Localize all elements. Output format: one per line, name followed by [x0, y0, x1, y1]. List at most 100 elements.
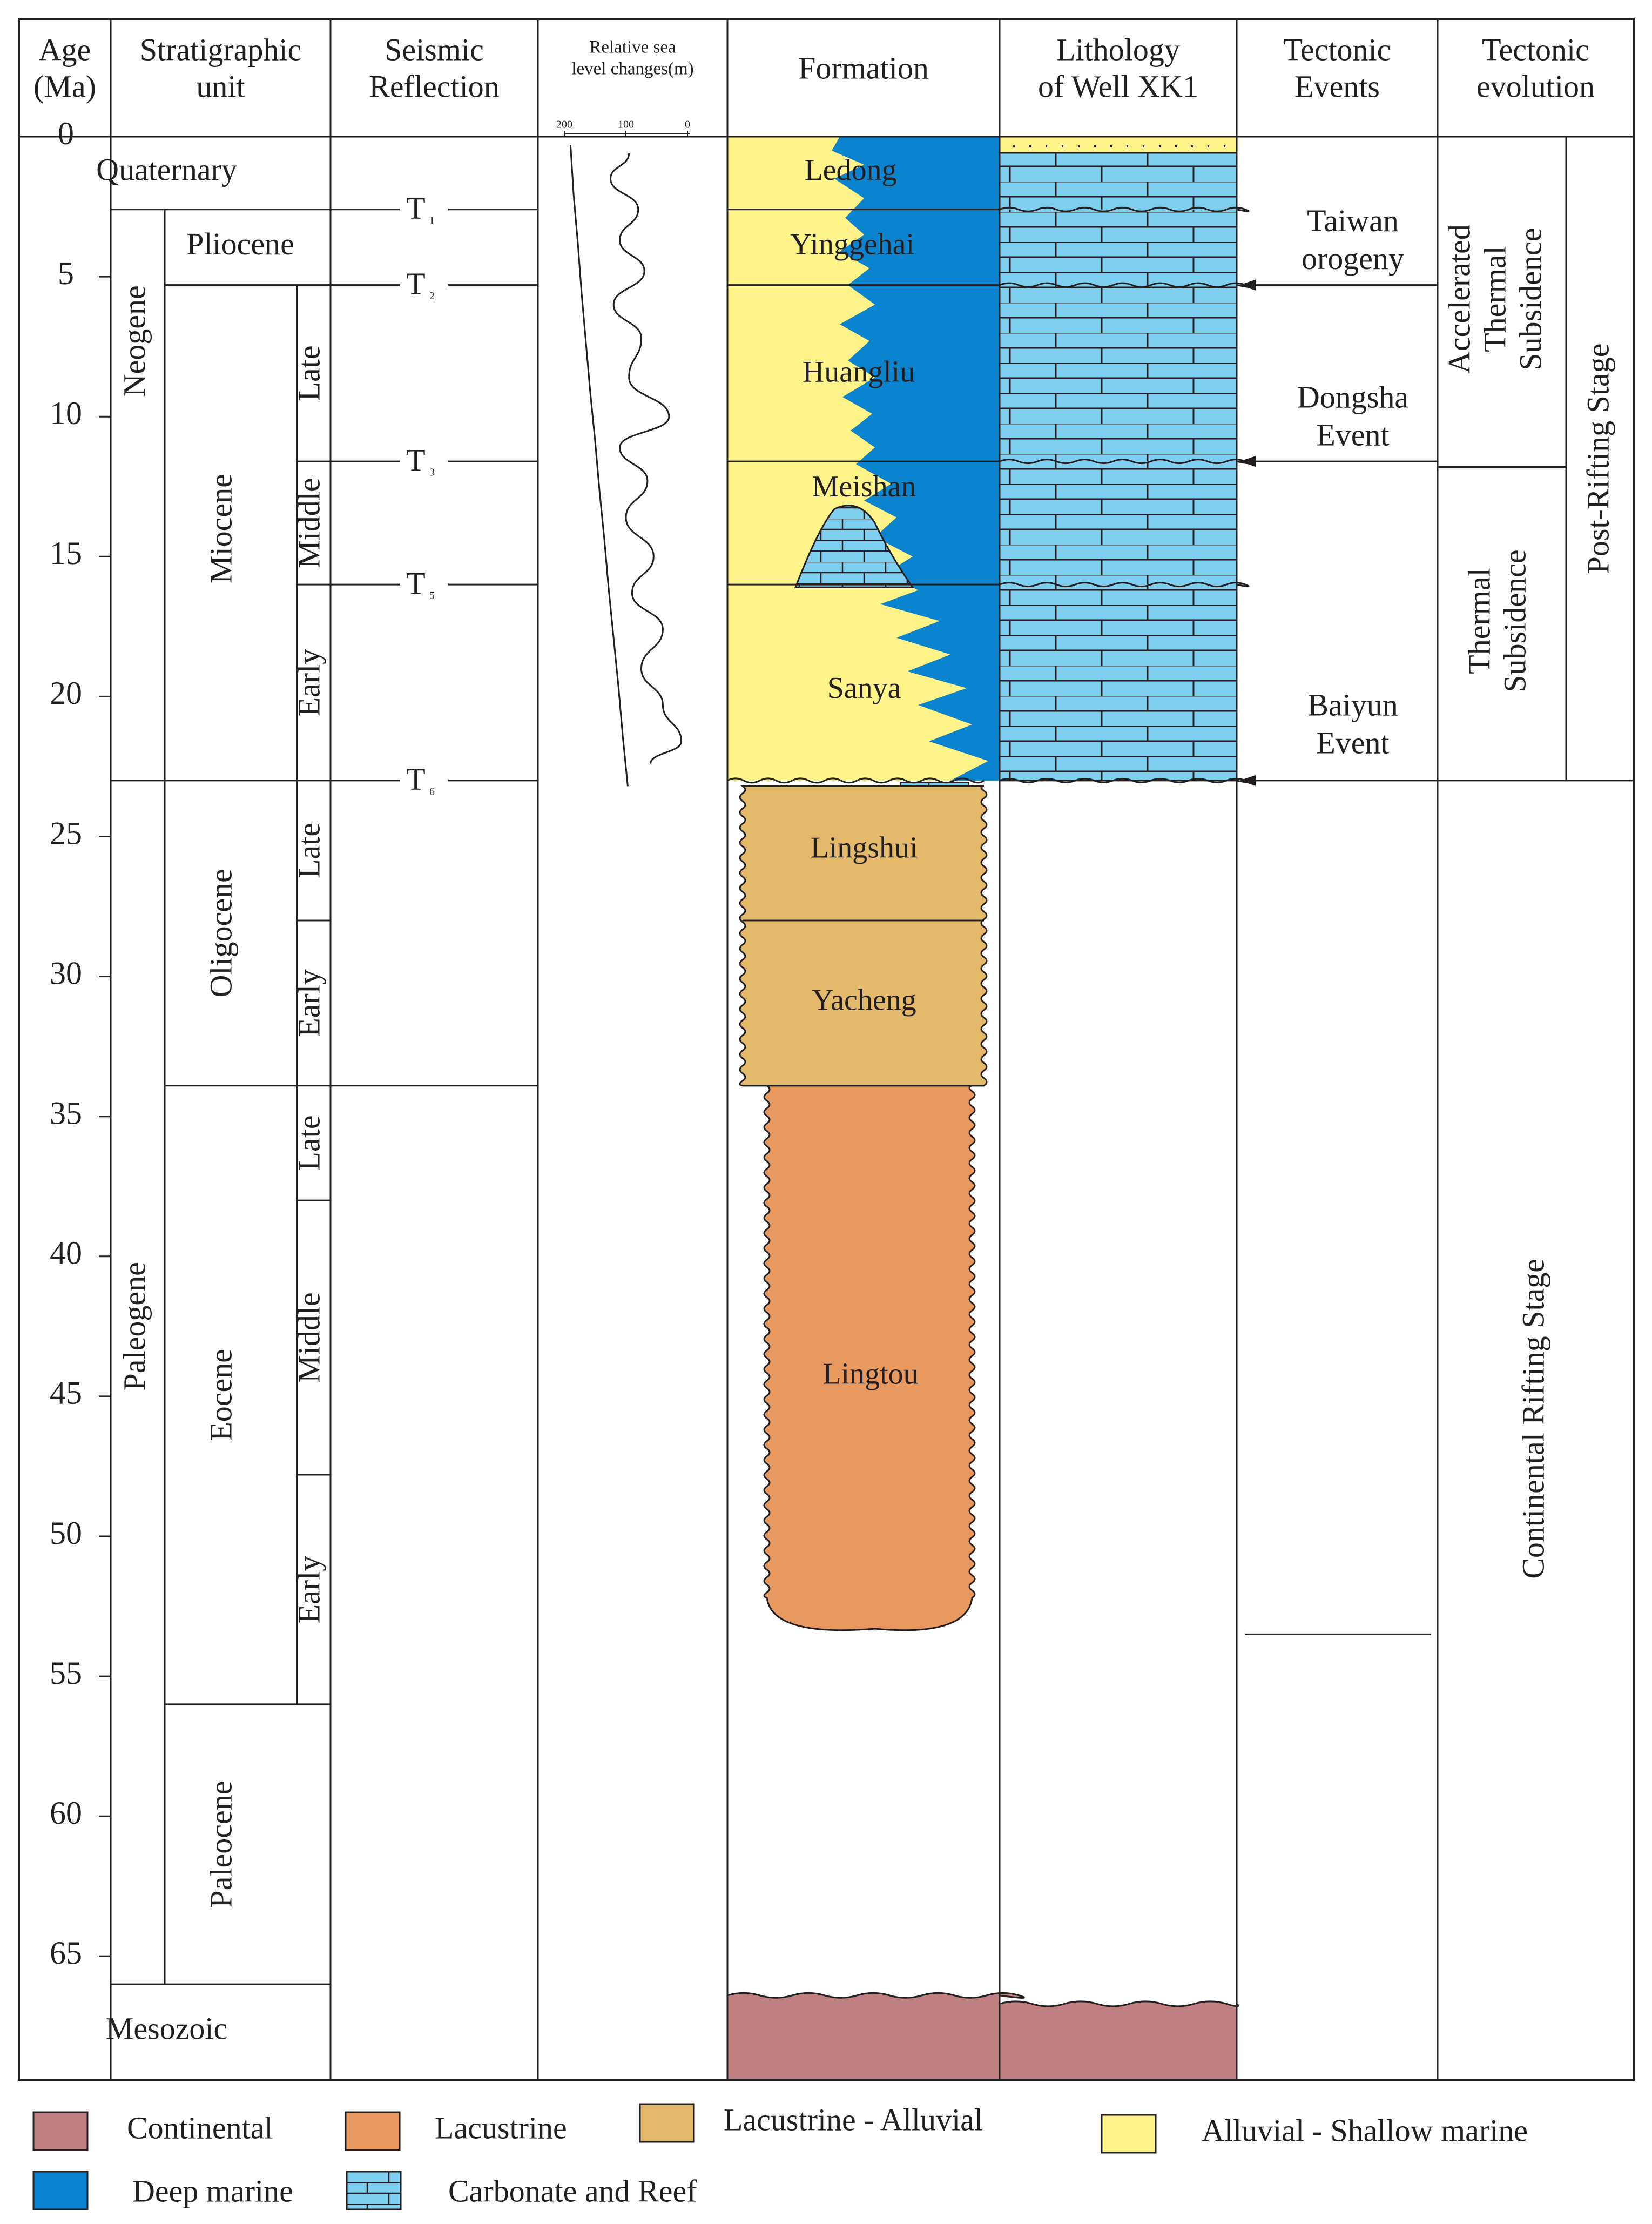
lithology-top-sand: [1000, 137, 1237, 153]
seismic-reflector-T5: T: [406, 566, 425, 601]
age-tick-label: 20: [50, 675, 82, 711]
seismic-reflector-T2: T: [406, 266, 425, 301]
subepoch-label: Early: [291, 969, 326, 1037]
age-tick-label: 40: [50, 1235, 82, 1271]
subepoch-label: Early: [291, 649, 326, 717]
lacustrine-fill: [763, 1085, 976, 1631]
header-sealevel: Relative sea: [589, 38, 676, 57]
tectonic-event-label: Dongsha: [1297, 380, 1408, 415]
tectonic-event-label: orogeny: [1302, 241, 1404, 276]
age-tick-label: 60: [50, 1795, 82, 1831]
seismic-reflector-subscript: 1: [429, 214, 435, 226]
header-tectonic-evolution: Tectonic: [1482, 32, 1589, 67]
age-tick-label: 65: [50, 1935, 82, 1971]
era-label: Quaternary: [96, 152, 237, 187]
header-tectonic-evolution: evolution: [1476, 69, 1595, 104]
epoch-label: Oligocene: [203, 869, 238, 997]
sealevel-curve: [609, 153, 683, 764]
evolution-accelerated-thermal-subsidence: Thermal: [1477, 246, 1512, 352]
header-age: Age: [39, 32, 91, 67]
epoch-label: Paleocene: [203, 1780, 238, 1907]
lithology-unconformity: [999, 777, 1250, 783]
formation-label-lingshui: Lingshui: [810, 831, 918, 864]
age-tick-label: 50: [50, 1515, 82, 1551]
chart-frame: [18, 18, 1635, 2081]
era-label: Paleogene: [117, 1262, 152, 1390]
header-seismic: Reflection: [369, 69, 500, 104]
header-lithology: Lithology: [1056, 32, 1180, 67]
sealevel-tick-label: 0: [685, 119, 690, 131]
formation-label-yacheng: Yacheng: [812, 984, 916, 1017]
formation-label-yinggehai: Yinggehai: [790, 228, 914, 261]
formation-label-huangliu: Huangliu: [803, 355, 915, 388]
era-label: Mesozoic: [106, 2011, 228, 2046]
tectonic-event-label: Baiyun: [1307, 688, 1398, 723]
epoch-label: Eocene: [203, 1349, 238, 1441]
age-tick-label: 5: [58, 256, 74, 291]
sealevel-tick-label: 100: [618, 119, 634, 131]
legend-swatch-alluvial-shallow_marine: [1101, 2114, 1157, 2154]
seismic-reflector-T3: T: [406, 442, 425, 478]
age-tick-label: 30: [50, 955, 82, 991]
subepoch-label: Middle: [291, 1292, 326, 1383]
subepoch-label: Early: [291, 1556, 326, 1624]
header-sealevel: level changes(m): [571, 59, 693, 79]
evolution-accelerated-thermal-subsidence: Subsidence: [1513, 227, 1548, 370]
lithology-unconformity: [999, 206, 1250, 212]
header-tectonic-events: Events: [1294, 69, 1380, 104]
legend-label-lacustrine: Lacustrine: [435, 2110, 567, 2145]
legend-swatch-lacustrine-alluvial: [639, 2103, 695, 2143]
tectonic-event-label: Event: [1316, 418, 1389, 453]
legend-swatch-continental: [32, 2111, 89, 2151]
subepoch-label: Middle: [291, 478, 326, 568]
age-tick-label: 10: [50, 395, 82, 431]
sealevel-baseline-curve: [569, 145, 629, 787]
tectonic-event-arrowhead: [1239, 279, 1256, 291]
age-tick-label: 0: [58, 116, 74, 151]
era-label: Neogene: [117, 285, 152, 397]
header-age: (Ma): [33, 69, 96, 104]
evolution-post-rifting-stage: Post-Rifting Stage: [1580, 343, 1615, 574]
tectonic-event-label: Event: [1316, 725, 1389, 761]
tectonic-event-arrowhead: [1239, 456, 1256, 467]
subepoch-label: Late: [291, 823, 326, 878]
seismic-reflector-subscript: 3: [429, 467, 435, 479]
legend-swatch-deep-marine: [32, 2171, 89, 2210]
sealevel-tick-label: 200: [556, 119, 572, 131]
evolution-thermal-subsidence: Thermal: [1461, 568, 1496, 674]
seismic-reflector-subscript: 2: [429, 290, 435, 302]
age-tick-label: 55: [50, 1655, 82, 1691]
age-tick-label: 35: [50, 1095, 82, 1131]
epoch-label: Miocene: [203, 474, 238, 583]
epoch-label: Pliocene: [186, 226, 294, 261]
header-strat: unit: [196, 69, 245, 104]
age-tick-label: 45: [50, 1375, 82, 1411]
seismic-reflector-subscript: 5: [429, 590, 435, 602]
seismic-reflector-T6: T: [406, 762, 425, 797]
legend-swatch-carbonate: [346, 2171, 402, 2210]
deep-marine-fill: [832, 137, 1000, 781]
lithology-unconformity: [999, 282, 1250, 288]
formation-label-lingtou: Lingtou: [822, 1357, 918, 1390]
formation-label-meishan: Meishan: [812, 470, 916, 503]
legend-label-alluvial-shallow_marine: Alluvial - Shallow marine: [1202, 2113, 1528, 2148]
tectonic-event-arrowhead: [1239, 775, 1256, 786]
lithology-carbonate: [999, 152, 1238, 782]
age-tick-label: 25: [50, 815, 82, 851]
evolution-accelerated-thermal-subsidence: Accelerated: [1441, 224, 1476, 374]
age-tick-label: 15: [50, 535, 82, 571]
tectonic-event-label: Taiwan: [1307, 203, 1399, 238]
evolution-continental-rifting-stage: Continental Rifting Stage: [1515, 1259, 1550, 1579]
lithology-unconformity: [999, 459, 1250, 465]
legend-swatch-lacustrine: [345, 2111, 401, 2151]
subepoch-label: Late: [291, 1115, 326, 1171]
header-formation: Formation: [798, 50, 929, 85]
formation-label-ledong: Ledong: [804, 153, 896, 187]
header-strat: Stratigraphic: [140, 32, 302, 67]
header-tectonic-events: Tectonic: [1284, 32, 1391, 67]
seismic-reflector-T1: T: [406, 191, 425, 226]
header-lithology: of Well XK1: [1038, 69, 1198, 104]
header-seismic: Seismic: [385, 32, 484, 67]
formation-unconformity: [727, 777, 985, 784]
